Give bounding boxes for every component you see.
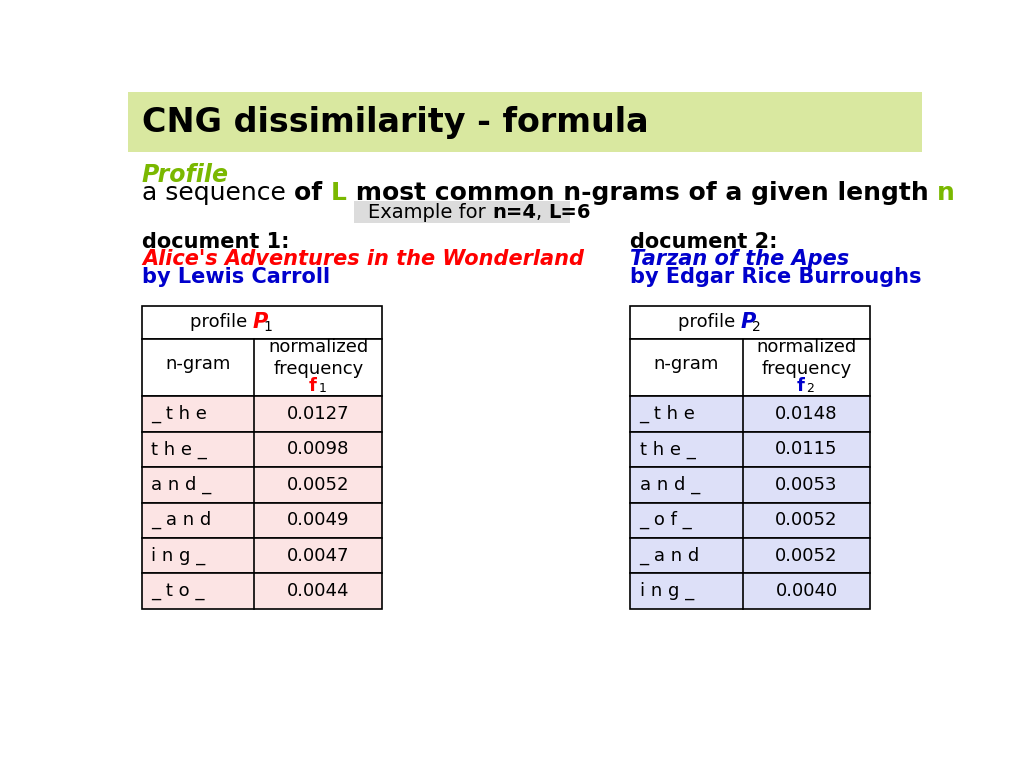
Text: f: f [797, 376, 805, 395]
Text: t h e _: t h e _ [152, 440, 207, 458]
Bar [142, 396, 382, 432]
Bar [630, 467, 870, 502]
Text: profile: profile [678, 313, 741, 331]
Text: 0.0052: 0.0052 [775, 547, 838, 564]
Text: document 1:: document 1: [142, 231, 290, 252]
Text: 2: 2 [807, 382, 814, 395]
Text: of: of [294, 181, 331, 205]
Text: 2: 2 [752, 320, 761, 334]
Bar [630, 396, 870, 432]
Text: 0.0044: 0.0044 [287, 582, 349, 600]
Bar [142, 538, 382, 574]
Text: a n d _: a n d _ [640, 475, 699, 494]
Text: profile: profile [189, 313, 253, 331]
Text: i n g _: i n g _ [640, 582, 693, 601]
Text: document 2:: document 2: [630, 231, 777, 252]
Bar [142, 339, 382, 396]
Text: _ a n d: _ a n d [152, 511, 212, 529]
Text: i n g _: i n g _ [152, 547, 206, 564]
Text: normalized
frequency: normalized frequency [757, 338, 857, 379]
Text: 0.0047: 0.0047 [287, 547, 349, 564]
Text: Alice's Adventures in the Wonderland: Alice's Adventures in the Wonderland [142, 250, 584, 270]
Text: Profile: Profile [142, 164, 229, 187]
Text: CNG dissimilarity - formula: CNG dissimilarity - formula [142, 106, 648, 139]
Text: 0.0052: 0.0052 [287, 476, 349, 494]
Text: by Lewis Carroll: by Lewis Carroll [142, 267, 330, 287]
Text: f: f [309, 376, 316, 395]
Text: most common n-grams of a given length: most common n-grams of a given length [346, 181, 937, 205]
Text: 0.0127: 0.0127 [287, 405, 349, 423]
Text: Tarzan of the Apes: Tarzan of the Apes [630, 250, 849, 270]
Bar [142, 306, 382, 339]
Text: 0.0049: 0.0049 [287, 511, 349, 529]
Text: 0.0052: 0.0052 [775, 511, 838, 529]
Text: 0.0115: 0.0115 [775, 440, 838, 458]
Text: n-gram: n-gram [653, 355, 719, 372]
Bar [630, 306, 870, 339]
Bar [630, 574, 870, 609]
Bar [630, 432, 870, 467]
Text: normalized
frequency: normalized frequency [268, 338, 369, 379]
Text: ,: , [537, 203, 549, 222]
Text: t h e _: t h e _ [640, 440, 695, 458]
Text: by Edgar Rice Burroughs: by Edgar Rice Burroughs [630, 267, 922, 287]
Text: L: L [331, 181, 346, 205]
Text: Example for: Example for [369, 203, 493, 222]
Text: 1: 1 [263, 320, 272, 334]
Text: 0.0053: 0.0053 [775, 476, 838, 494]
Bar [142, 502, 382, 538]
Text: _ t o _: _ t o _ [152, 582, 205, 600]
Text: _ t h e: _ t h e [640, 405, 695, 423]
Text: _ t h e: _ t h e [152, 405, 207, 423]
Text: _ o f _: _ o f _ [640, 511, 692, 529]
Bar [630, 339, 870, 396]
Bar [354, 201, 569, 223]
Text: L=6: L=6 [549, 203, 591, 222]
Text: 1: 1 [318, 382, 326, 395]
Text: _ a n d: _ a n d [640, 547, 699, 564]
Text: a n d _: a n d _ [152, 475, 212, 494]
Text: n=4: n=4 [493, 203, 537, 222]
Text: 0.0148: 0.0148 [775, 405, 838, 423]
Bar [128, 92, 922, 152]
Text: 0.0098: 0.0098 [287, 440, 349, 458]
Bar [142, 574, 382, 609]
Bar [142, 467, 382, 502]
Text: n: n [937, 181, 955, 205]
Bar [630, 502, 870, 538]
Bar [142, 432, 382, 467]
Text: 0.0040: 0.0040 [775, 582, 838, 600]
Bar [630, 538, 870, 574]
Text: a sequence: a sequence [142, 181, 294, 205]
Text: P: P [253, 313, 268, 333]
Text: P: P [741, 313, 757, 333]
Text: n-gram: n-gram [166, 355, 230, 372]
